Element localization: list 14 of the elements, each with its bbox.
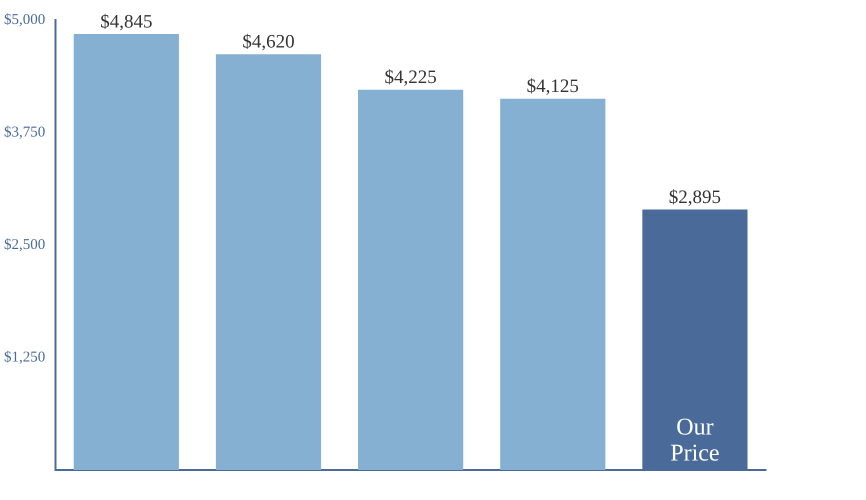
bar [74, 34, 179, 470]
data-label: $4,225 [384, 67, 437, 88]
bar [500, 98, 606, 470]
bar [358, 90, 464, 470]
y-tick-label: $5,000 [4, 12, 46, 28]
data-label: $4,620 [242, 32, 295, 53]
y-tick-label: $1,250 [4, 349, 46, 366]
y-tick-label: $2,500 [4, 236, 46, 253]
data-label: $2,895 [668, 186, 722, 208]
x-tick-label: Our Price [670, 414, 720, 466]
y-tick-label: $3,750 [4, 124, 46, 140]
data-label: $4,125 [526, 76, 579, 98]
data-label: $4,845 [100, 11, 152, 32]
bar [216, 54, 322, 470]
